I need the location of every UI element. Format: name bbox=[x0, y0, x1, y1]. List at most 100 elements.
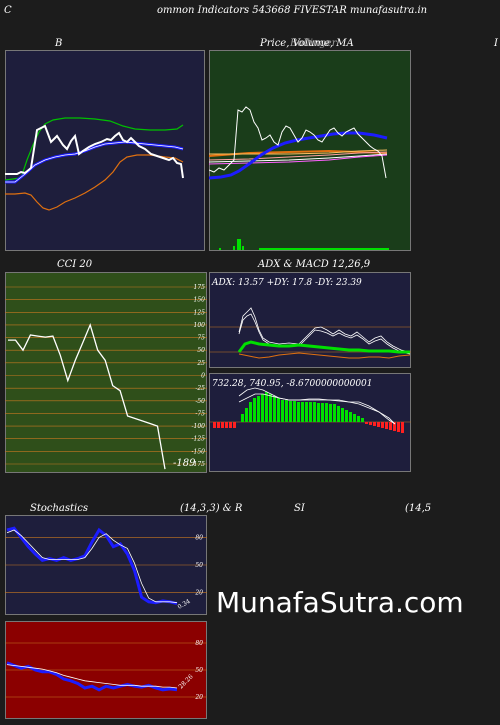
bollinger-middle-band-inner bbox=[5, 141, 184, 183]
stoch-params: (14,3,3) & R bbox=[180, 503, 243, 514]
cci-tick-label: 50 bbox=[197, 347, 205, 354]
volume-bars bbox=[219, 239, 389, 250]
macd-histogram-bar bbox=[225, 422, 228, 428]
si-title: SI bbox=[294, 503, 305, 514]
cci-panel: 175 150 125 100 75 50 25 0 -25 -50 -75 -100 -125 -150… bbox=[5, 272, 207, 473]
cci-tick-label: -150 bbox=[192, 448, 206, 455]
price-title-overlap: Bollinger bbox=[290, 38, 337, 49]
cci-tick-label: 75 bbox=[197, 335, 205, 342]
cci-tick-label: -125 bbox=[192, 436, 206, 443]
cci-tick-label: 150 bbox=[194, 297, 206, 304]
bollinger-upper-band bbox=[5, 117, 184, 181]
bollinger-panel bbox=[5, 50, 205, 251]
stoch-title: Stochastics bbox=[30, 503, 88, 514]
macd-histogram-bar bbox=[257, 396, 260, 422]
macd-histogram-bar bbox=[321, 403, 324, 422]
header-left-char: C bbox=[4, 5, 12, 16]
adx-plus-dy bbox=[238, 307, 411, 353]
macd-histogram-bar bbox=[325, 403, 328, 422]
osc-tick-label: 50 bbox=[195, 562, 203, 569]
osc-tick-label: 20 bbox=[194, 694, 203, 701]
cci-tick-label: 175 bbox=[194, 284, 206, 291]
adx-minus-dy bbox=[238, 313, 411, 355]
price-line bbox=[209, 106, 387, 179]
bollinger-lower-band bbox=[5, 154, 184, 211]
macd-histogram-bar bbox=[309, 402, 312, 422]
macd-histogram-bar bbox=[353, 414, 356, 422]
osc-tick-label: 80 bbox=[195, 534, 203, 541]
rsi-line bbox=[6, 661, 178, 692]
macd-line bbox=[238, 387, 396, 425]
macd-histogram-bar bbox=[369, 422, 372, 425]
adx-panel: ADX: 13.57 +DY: 17.8 -DY: 23.39 732.28, … bbox=[209, 272, 411, 472]
macd-histogram-bar bbox=[293, 401, 296, 422]
stochastics-tick-labels: 80 50 20 bbox=[194, 534, 203, 596]
macd-histogram-bar bbox=[265, 392, 268, 422]
cci-tick-label: -100 bbox=[192, 423, 206, 430]
macd-histogram-bar bbox=[385, 422, 388, 429]
price-panel bbox=[209, 50, 411, 251]
cci-tick-label: -50 bbox=[195, 398, 205, 405]
macd-histogram-bar bbox=[389, 422, 392, 430]
macd-histogram-bar bbox=[365, 422, 368, 424]
macd-histogram-bar bbox=[401, 422, 404, 433]
macd-histogram-bar bbox=[285, 400, 288, 422]
cci-current-value: -189 bbox=[173, 458, 196, 469]
osc-tick-label: 80 bbox=[195, 640, 203, 647]
macd-histogram-bar bbox=[213, 422, 216, 428]
cci-grid bbox=[5, 286, 207, 465]
header-title: ommon Indicators 543668 FIVESTAR munafas… bbox=[157, 5, 428, 16]
macd-histogram-bar bbox=[245, 408, 248, 422]
macd-histogram-bar bbox=[253, 398, 256, 422]
rsi-ma-line bbox=[6, 664, 178, 689]
macd-histogram-bar bbox=[313, 402, 316, 422]
cci-tick-label: -175 bbox=[192, 461, 206, 468]
macd-histogram-bar bbox=[281, 400, 284, 422]
osc-tick-label: 50 bbox=[195, 667, 203, 674]
macd-histogram-bar bbox=[341, 408, 344, 422]
right-edge-label: I bbox=[494, 38, 498, 49]
macd-histogram-bar bbox=[273, 396, 276, 422]
adx-orange-line bbox=[238, 352, 411, 359]
macd-histogram-bar bbox=[277, 398, 280, 422]
macd-histogram-bar bbox=[317, 403, 320, 422]
macd-histogram-bar bbox=[329, 404, 332, 422]
macd-histogram-bar bbox=[333, 404, 336, 422]
macd-histogram-bar bbox=[349, 412, 352, 422]
macd-histogram-bar bbox=[373, 422, 376, 426]
cci-tick-label: 25 bbox=[196, 360, 205, 367]
macd-histogram-bar bbox=[221, 422, 224, 428]
cci-tick-label: -75 bbox=[195, 410, 205, 417]
macd-histogram-bar bbox=[217, 422, 220, 428]
stochastics-k-line bbox=[6, 526, 178, 606]
cci-title: CCI 20 bbox=[57, 259, 93, 270]
si-params: (14,5 bbox=[405, 503, 432, 514]
macd-histogram-bar bbox=[305, 402, 308, 422]
macd-histogram-bar bbox=[397, 422, 400, 432]
watermark: MunafaSutra.com bbox=[216, 586, 464, 619]
cci-tick-labels: 175 150 125 100 75 50 25 0 -25 -50 -75 -100 -125 -150… bbox=[192, 284, 206, 468]
cci-tick-label: 125 bbox=[194, 309, 206, 316]
macd-histogram-bar bbox=[301, 402, 304, 422]
ma-lines bbox=[209, 149, 388, 165]
adx-values: ADX: 13.57 +DY: 17.8 -DY: 23.39 bbox=[211, 278, 362, 288]
osc-tick-label: 20 bbox=[194, 590, 203, 597]
macd-histogram bbox=[213, 392, 404, 433]
macd-values: 732.28, 740.95, -8.6700000000001 bbox=[212, 379, 373, 389]
macd-histogram-bar bbox=[357, 416, 360, 422]
stochastics-d-line bbox=[6, 529, 178, 604]
macd-histogram-bar bbox=[361, 418, 364, 422]
macd-histogram-bar bbox=[229, 422, 232, 428]
macd-histogram-bar bbox=[381, 422, 384, 428]
adx-title: ADX & MACD 12,26,9 bbox=[258, 259, 371, 270]
macd-histogram-bar bbox=[377, 422, 380, 427]
macd-histogram-bar bbox=[337, 406, 340, 422]
macd-histogram-bar bbox=[241, 414, 244, 422]
macd-histogram-bar bbox=[233, 422, 236, 428]
macd-histogram-bar bbox=[297, 402, 300, 422]
price-title: Price, Volume, MA bbox=[260, 38, 354, 49]
macd-histogram-bar bbox=[345, 410, 348, 422]
cci-tick-label: -25 bbox=[195, 385, 205, 392]
